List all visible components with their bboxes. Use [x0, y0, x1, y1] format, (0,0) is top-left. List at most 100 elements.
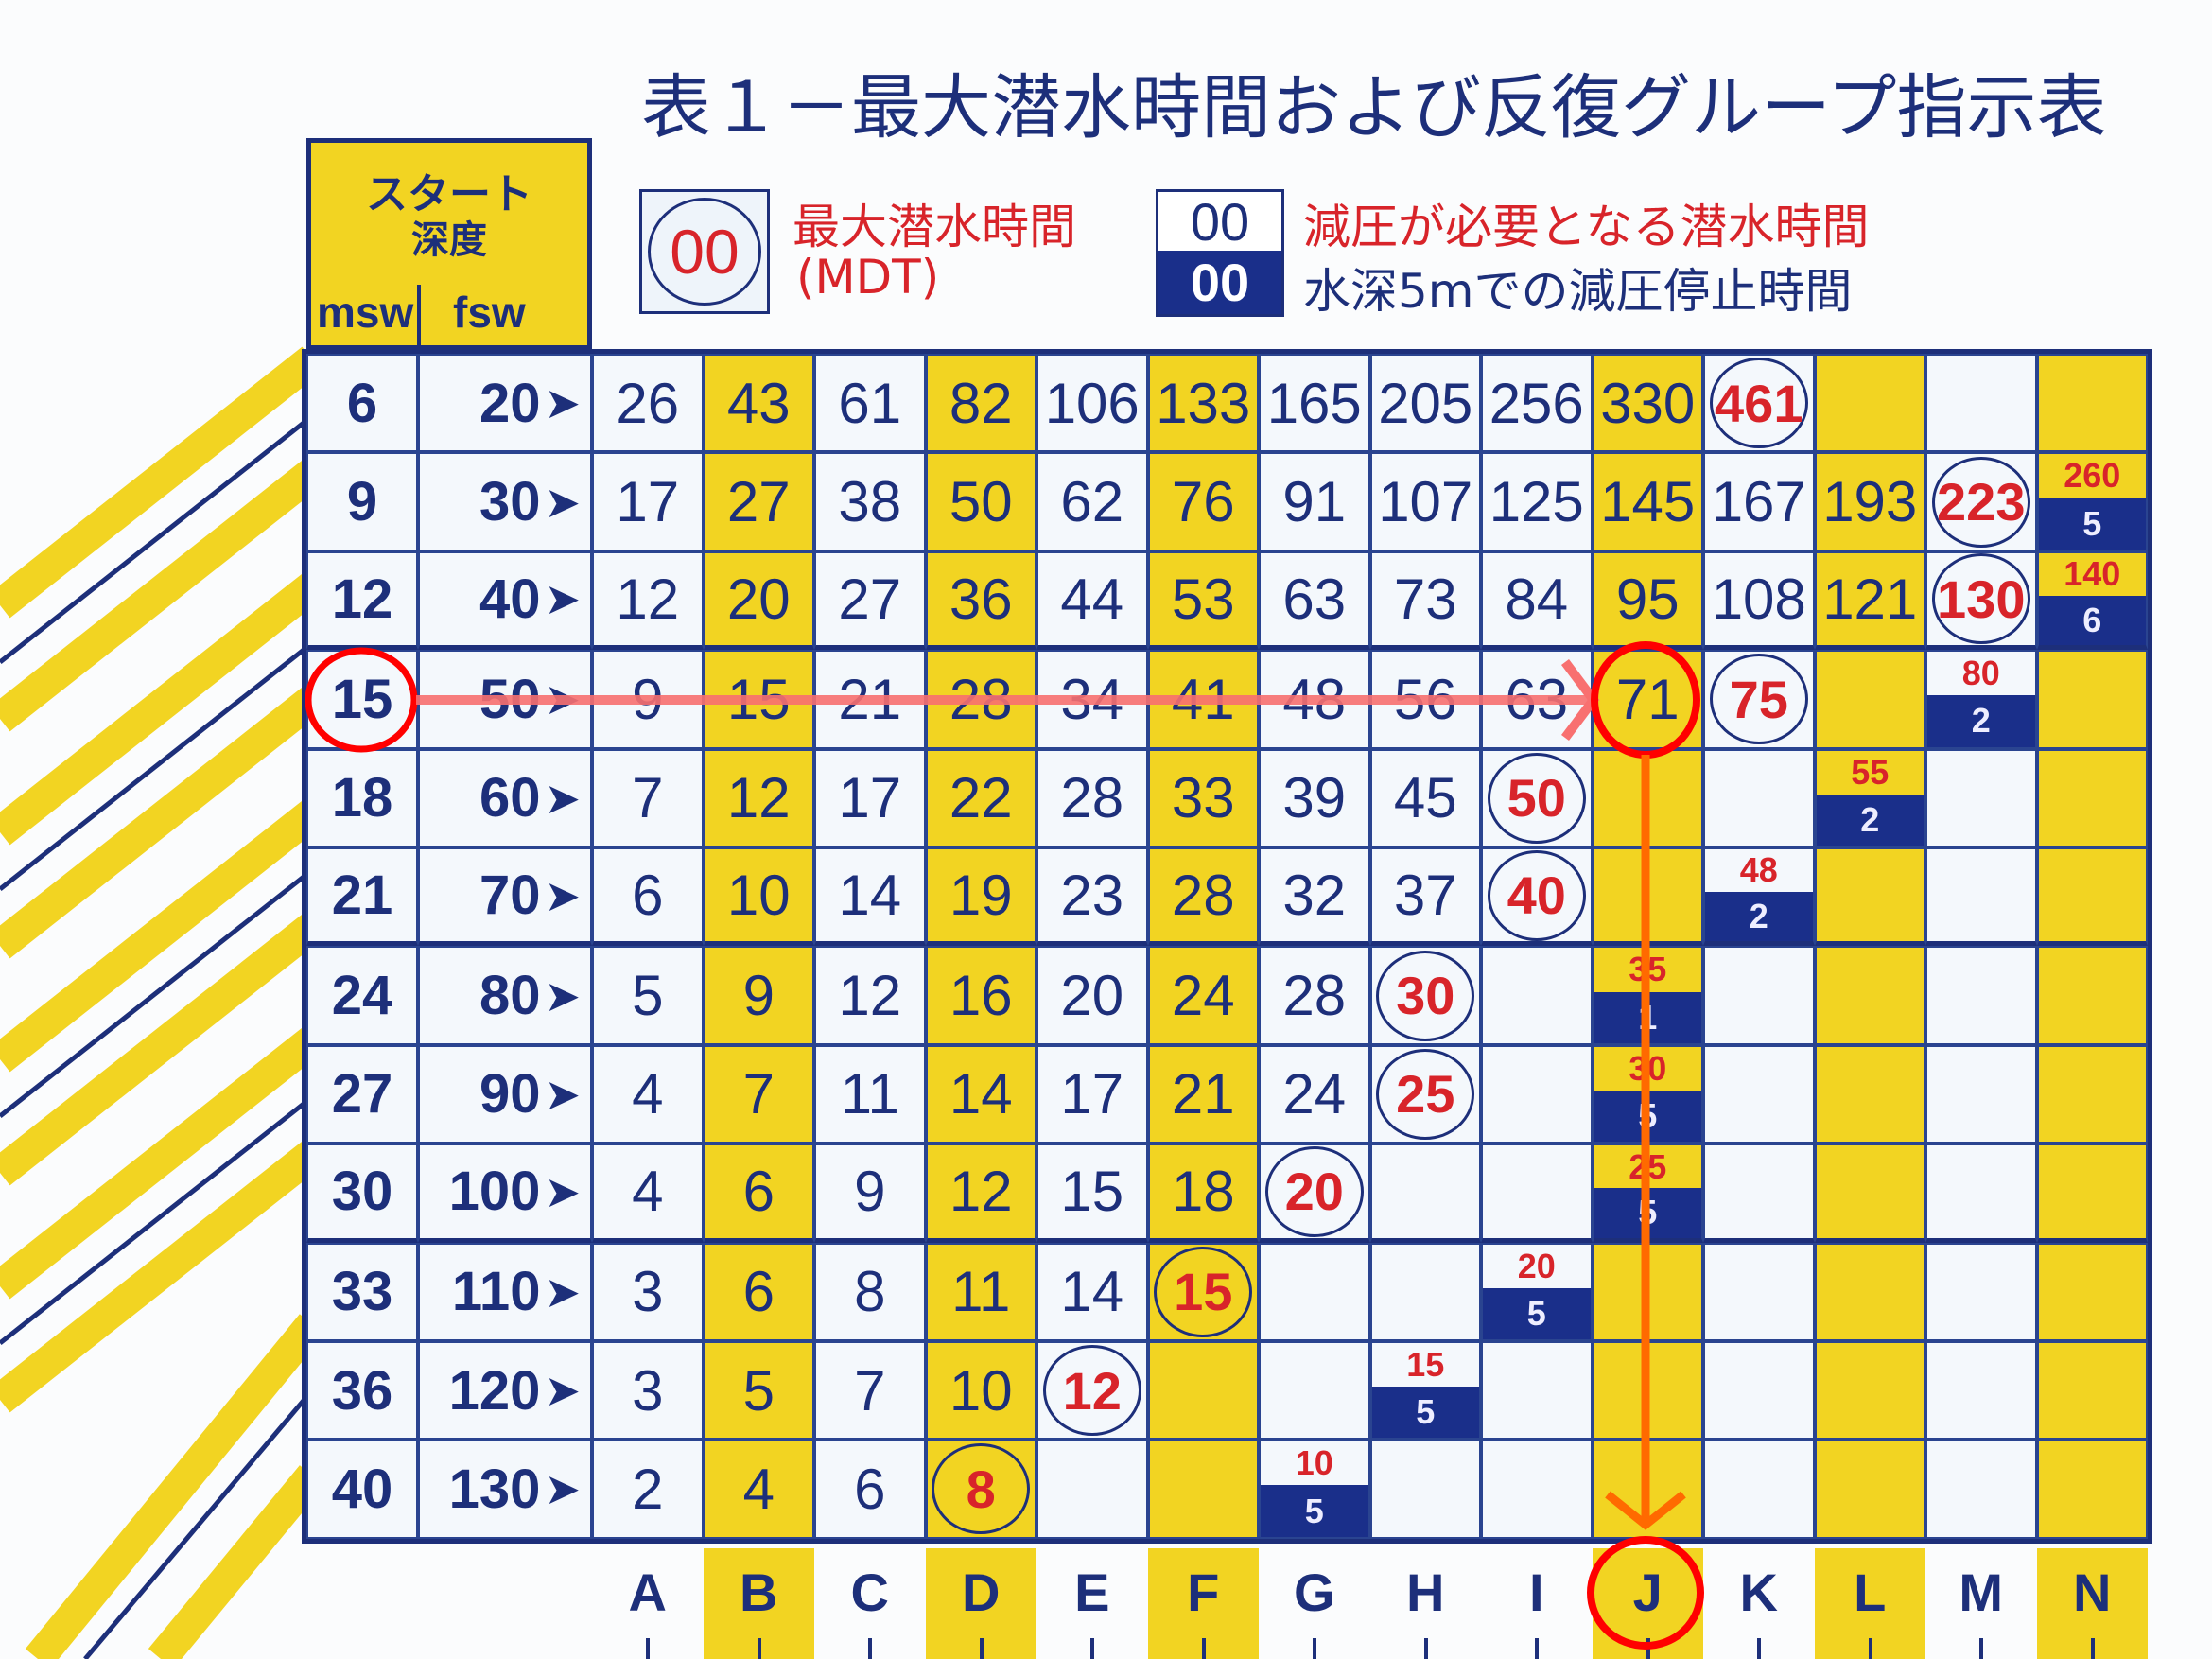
- header-divider: [417, 285, 421, 351]
- deco-cell: 55 2: [1814, 748, 1925, 847]
- time-cell: 4: [703, 1440, 814, 1539]
- deco-limit-value: 15: [1406, 1344, 1445, 1384]
- mdt-cell: 8: [925, 1440, 1036, 1539]
- depth-fsw-cell: 80 ➤: [418, 946, 592, 1045]
- deco-stop-value: 2: [1927, 695, 2035, 747]
- depth-fsw-value: 80: [479, 965, 541, 1027]
- deco-stop-value: 6: [2038, 595, 2146, 646]
- time-cell: 15: [1036, 1144, 1148, 1243]
- time-cell: 20: [703, 550, 814, 651]
- deco-limit-value: 55: [1851, 752, 1890, 792]
- time-cell: 5: [703, 1340, 814, 1441]
- empty-cell: [1925, 847, 2037, 947]
- mdt-circle-value: 50: [1487, 752, 1586, 844]
- group-letter-a: A: [592, 1548, 704, 1659]
- empty-cell: [1925, 1340, 2037, 1441]
- depth-fsw-cell: 90 ➤: [418, 1044, 592, 1144]
- mdt-circle-value: 15: [1154, 1246, 1253, 1337]
- group-letter-m: M: [1925, 1548, 2037, 1659]
- time-cell: 38: [814, 452, 926, 551]
- depth-fsw-cell: 20 ➤: [418, 354, 592, 453]
- time-cell: 18: [1147, 1144, 1259, 1243]
- deco-stop-value: 5: [1261, 1485, 1368, 1537]
- depth-msw-cell: 6: [306, 354, 418, 453]
- time-cell: 14: [814, 847, 926, 947]
- mdt-circle-value: 8: [932, 1443, 1031, 1535]
- group-letter-d: D: [925, 1548, 1036, 1659]
- deco-stop-value: 5: [1483, 1287, 1591, 1339]
- time-cell: 11: [814, 1044, 926, 1144]
- deco-limit-value: 80: [1961, 654, 2000, 693]
- arrow-right-icon: ➤: [544, 1069, 581, 1119]
- mdt-cell: 15: [1147, 1242, 1259, 1341]
- group-letter-tick: [1313, 1638, 1316, 1659]
- time-cell: 6: [814, 1440, 926, 1539]
- group-letter-label: K: [1739, 1563, 1778, 1622]
- mdt-cell: 12: [1036, 1340, 1148, 1441]
- deco-limit-value: 20: [1517, 1246, 1556, 1285]
- empty-cell: [1925, 1242, 2037, 1341]
- time-cell: 73: [1369, 550, 1481, 651]
- annotation-circle-result-group: [1587, 1536, 1704, 1650]
- msw-label: msw: [317, 288, 414, 337]
- group-letter-label: E: [1074, 1563, 1110, 1622]
- empty-cell: [1703, 1242, 1815, 1341]
- depth-msw-cell: 30: [306, 1144, 418, 1243]
- time-cell: 205: [1369, 354, 1481, 453]
- time-cell: 12: [814, 946, 926, 1045]
- depth-fsw-cell: 130 ➤: [418, 1440, 592, 1539]
- depth-fsw-cell: 120 ➤: [418, 1340, 592, 1441]
- legend-mdt-label: 最大潜水時間: [792, 200, 1076, 254]
- empty-cell: [1369, 1242, 1481, 1341]
- depth-fsw-cell: 40 ➤: [418, 550, 592, 651]
- time-cell: 24: [1147, 946, 1259, 1045]
- time-cell: 28: [1036, 748, 1148, 847]
- deco-limit-value: 48: [1739, 850, 1778, 890]
- mdt-cell: 20: [1259, 1144, 1370, 1243]
- group-letter-i: I: [1481, 1548, 1593, 1659]
- group-letter-label: F: [1187, 1563, 1220, 1622]
- group-letter-tick: [1423, 1638, 1428, 1659]
- empty-cell: [1259, 1340, 1370, 1441]
- deco-stop-value: 5: [2038, 498, 2146, 550]
- group-letter-g: G: [1259, 1548, 1370, 1659]
- mdt-circle-value: 40: [1487, 849, 1586, 941]
- group-letter-tick: [1868, 1638, 1872, 1659]
- mdt-circle-value: 461: [1709, 358, 1808, 449]
- mdt-circle-value: 20: [1264, 1145, 1364, 1237]
- empty-cell: [2036, 354, 2148, 453]
- depth-fsw-value: 130: [448, 1458, 541, 1520]
- time-cell: 106: [1036, 354, 1148, 453]
- group-letter-j: J: [1592, 1548, 1703, 1659]
- annotation-vertical-arrowhead: [1605, 1491, 1686, 1530]
- mdt-cell: 461: [1703, 354, 1815, 453]
- empty-cell: [1481, 1144, 1593, 1243]
- group-letter-tick: [868, 1638, 872, 1659]
- group-letter-e: E: [1036, 1548, 1148, 1659]
- empty-cell: [1481, 1044, 1593, 1144]
- arrow-right-icon: ➤: [544, 970, 581, 1021]
- deco-cell: 80 2: [1925, 650, 2037, 749]
- empty-cell: [1703, 1340, 1815, 1441]
- empty-cell: [2036, 650, 2148, 749]
- empty-cell: [2036, 1144, 2148, 1243]
- group-letter-tick: [1090, 1638, 1094, 1659]
- start-depth-header: スタート 深度 msw fsw: [306, 138, 592, 351]
- empty-cell: [1814, 946, 1925, 1045]
- group-letter-label: D: [962, 1563, 1001, 1622]
- depth-fsw-value: 30: [479, 471, 541, 533]
- mdt-circle-value: 25: [1376, 1048, 1475, 1140]
- time-cell: 4: [592, 1044, 704, 1144]
- time-cell: 63: [1259, 550, 1370, 651]
- mdt-cell: 30: [1369, 946, 1481, 1045]
- group-letter-label: G: [1293, 1563, 1335, 1622]
- time-cell: 193: [1814, 452, 1925, 551]
- time-cell: 125: [1481, 452, 1593, 551]
- time-cell: 107: [1369, 452, 1481, 551]
- group-letter-label: L: [1854, 1563, 1887, 1622]
- empty-cell: [1147, 1340, 1259, 1441]
- group-letter-label: A: [628, 1563, 667, 1622]
- group-letter-label: M: [1959, 1563, 2004, 1622]
- time-cell: 20: [1036, 946, 1148, 1045]
- mdt-circle-value: 12: [1042, 1345, 1141, 1437]
